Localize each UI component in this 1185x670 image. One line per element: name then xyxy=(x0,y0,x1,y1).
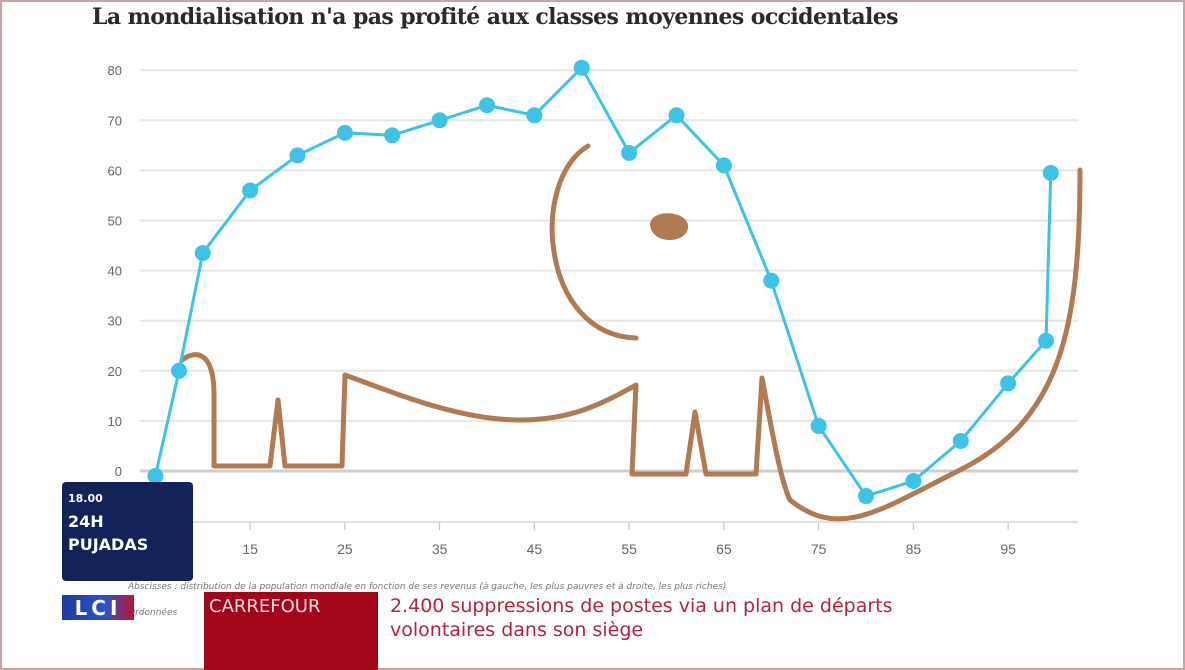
y-tick-label: 10 xyxy=(108,414,122,429)
data-point xyxy=(905,473,922,490)
y-tick-label: 70 xyxy=(108,113,122,128)
elephant-eye xyxy=(650,213,689,241)
data-point xyxy=(621,144,638,161)
data-point xyxy=(763,272,780,289)
x-tick-label: 55 xyxy=(621,541,637,557)
x-tick-label: 75 xyxy=(811,541,827,557)
y-tick-label: 30 xyxy=(108,314,122,329)
data-point xyxy=(952,432,969,449)
chart-title: La mondialisation n'a pas profité aux cl… xyxy=(92,4,899,30)
chart-footnote-abscissa: Abscisses : distribution de la populatio… xyxy=(128,582,727,592)
data-point xyxy=(573,59,590,76)
x-tick-label: 45 xyxy=(527,541,543,557)
show-name-line1: 24H xyxy=(68,512,104,531)
x-tick-label: 85 xyxy=(906,541,922,557)
data-point xyxy=(194,245,211,262)
headline-line2: volontaires dans son siège xyxy=(390,619,644,641)
data-point xyxy=(384,127,401,144)
data-point xyxy=(242,182,259,199)
ticker-tag-label: CARREFOUR xyxy=(209,596,321,617)
data-point xyxy=(147,468,164,485)
show-time: 18.00 xyxy=(68,492,103,505)
x-tick-label: 65 xyxy=(716,541,732,557)
channel-logo: LCI xyxy=(62,595,134,620)
data-point xyxy=(858,488,874,505)
y-tick-label: 60 xyxy=(108,163,122,178)
data-point xyxy=(289,147,306,164)
data-point xyxy=(431,112,448,129)
x-tick-label: 35 xyxy=(432,541,448,557)
data-point xyxy=(1038,332,1055,349)
y-tick-label: 40 xyxy=(108,264,122,279)
y-tick-label: 0 xyxy=(115,464,122,479)
data-point xyxy=(1000,375,1017,392)
data-point xyxy=(810,417,827,434)
y-tick-label: 50 xyxy=(108,214,122,229)
elephant-ear xyxy=(549,143,639,341)
show-name-line2: PUJADAS xyxy=(68,535,149,554)
ticker-tag: CARREFOUR xyxy=(204,592,378,670)
x-tick-label: 95 xyxy=(1000,541,1016,557)
data-point xyxy=(479,97,495,114)
data-point xyxy=(336,124,353,141)
data-point xyxy=(1042,164,1059,181)
y-tick-label: 20 xyxy=(108,364,122,379)
data-point xyxy=(715,157,732,174)
show-badge: 18.00 24H PUJADAS xyxy=(62,482,193,581)
headline-line1: 2.400 suppressions de postes via un plan… xyxy=(390,595,893,617)
y-tick-label: 80 xyxy=(108,63,122,78)
x-tick-label: 25 xyxy=(337,541,353,557)
series-line xyxy=(153,65,1053,498)
data-point xyxy=(171,362,188,379)
elephant-drawing xyxy=(179,143,1083,522)
data-point xyxy=(526,107,543,124)
elephant-trunk-outline xyxy=(179,167,1083,522)
x-tick-label: 15 xyxy=(242,541,258,557)
ticker-headline: 2.400 suppressions de postes via un plan… xyxy=(390,594,893,642)
data-point xyxy=(668,107,685,124)
chart-footnote-ordinate: Ordonnées xyxy=(128,608,178,618)
